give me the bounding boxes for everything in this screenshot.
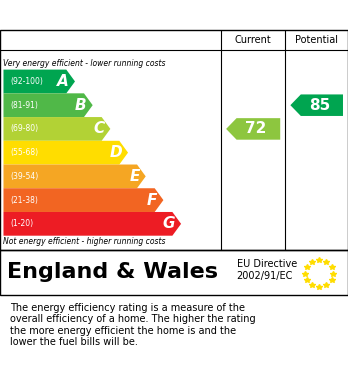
Text: Very energy efficient - lower running costs: Very energy efficient - lower running co… xyxy=(3,59,166,68)
Text: 72: 72 xyxy=(245,122,267,136)
Polygon shape xyxy=(3,70,75,93)
Polygon shape xyxy=(3,93,93,117)
Text: B: B xyxy=(75,98,87,113)
Text: G: G xyxy=(163,216,175,231)
Text: England & Wales: England & Wales xyxy=(7,262,218,283)
Polygon shape xyxy=(3,165,146,188)
Text: (39-54): (39-54) xyxy=(10,172,39,181)
Polygon shape xyxy=(3,117,110,141)
Text: 85: 85 xyxy=(309,98,330,113)
Polygon shape xyxy=(290,95,343,116)
Polygon shape xyxy=(3,188,164,212)
Text: A: A xyxy=(57,74,69,89)
Text: (81-91): (81-91) xyxy=(10,101,38,110)
Text: Potential: Potential xyxy=(295,35,338,45)
Text: (69-80): (69-80) xyxy=(10,124,39,133)
Polygon shape xyxy=(226,118,280,140)
Text: Not energy efficient - higher running costs: Not energy efficient - higher running co… xyxy=(3,237,166,246)
Polygon shape xyxy=(3,141,128,165)
Text: (55-68): (55-68) xyxy=(10,148,39,157)
Text: Energy Efficiency Rating: Energy Efficiency Rating xyxy=(10,6,239,24)
Text: EU Directive
2002/91/EC: EU Directive 2002/91/EC xyxy=(237,260,297,281)
Text: D: D xyxy=(109,145,122,160)
Text: F: F xyxy=(147,193,157,208)
Text: Current: Current xyxy=(235,35,271,45)
Text: C: C xyxy=(93,122,104,136)
Text: (1-20): (1-20) xyxy=(10,219,33,228)
Text: The energy efficiency rating is a measure of the
overall efficiency of a home. T: The energy efficiency rating is a measur… xyxy=(10,303,256,348)
Text: (92-100): (92-100) xyxy=(10,77,43,86)
Text: E: E xyxy=(129,169,140,184)
Polygon shape xyxy=(3,212,181,236)
Text: (21-38): (21-38) xyxy=(10,196,38,204)
